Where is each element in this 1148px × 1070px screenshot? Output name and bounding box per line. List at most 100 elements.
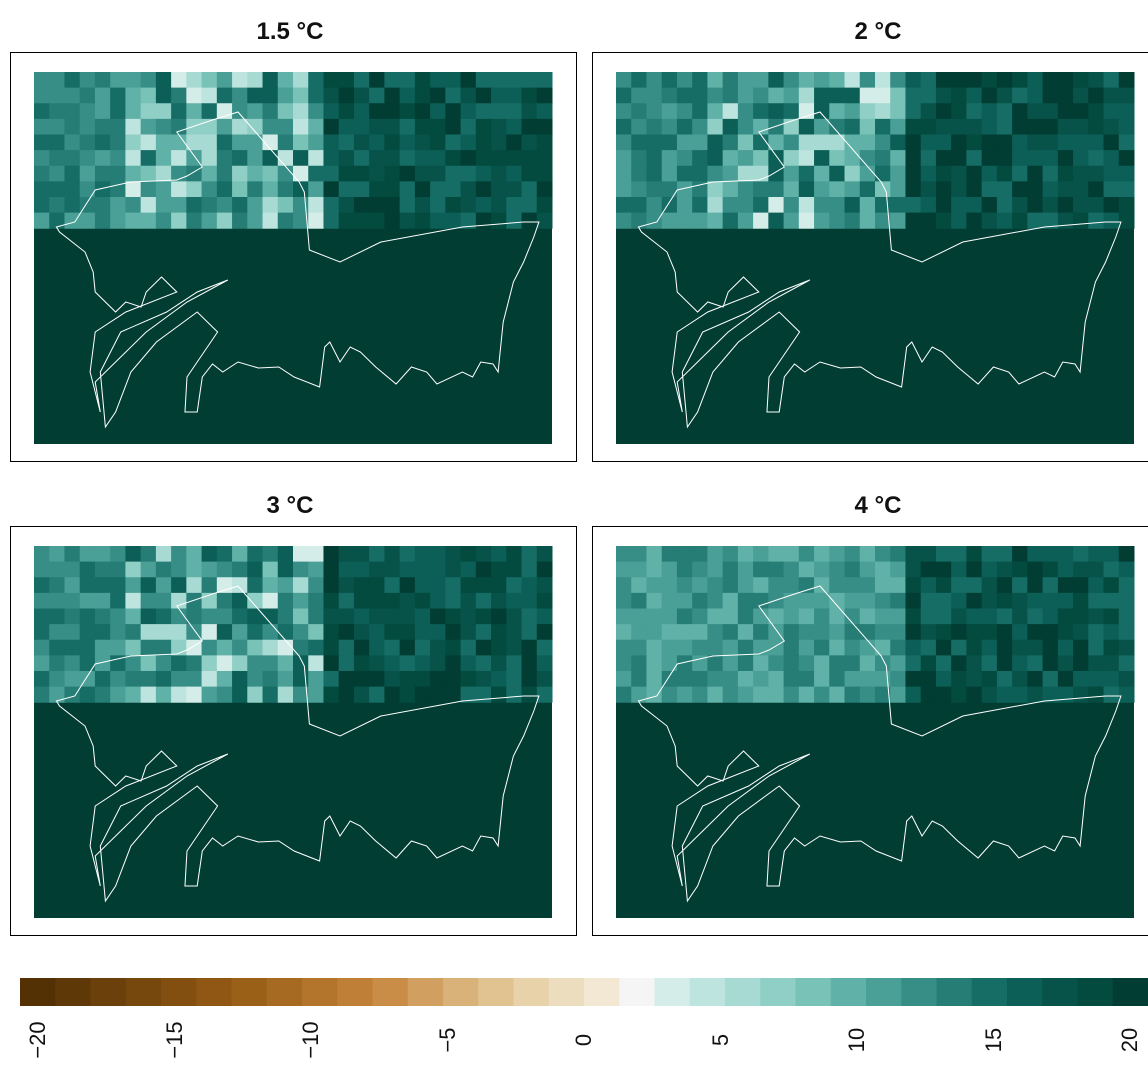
heatmap-cell [676, 639, 693, 656]
heatmap-cell [1073, 118, 1089, 135]
heatmap-cell [722, 134, 739, 151]
heatmap-cell [79, 196, 96, 214]
heatmap-cell [844, 639, 861, 656]
heatmap-cell [905, 577, 922, 594]
heatmap-cell [951, 577, 967, 594]
heatmap-cell [49, 670, 65, 688]
heatmap-cell [814, 87, 830, 104]
heatmap-cell [935, 577, 952, 594]
colorbar-swatch [407, 978, 444, 1006]
heatmap-cell [475, 624, 492, 641]
heatmap-cell [216, 118, 233, 135]
heatmap-cell [475, 134, 492, 151]
heatmap-cell [308, 592, 324, 609]
heatmap-cell [277, 134, 294, 151]
heatmap-cell [616, 196, 632, 214]
heatmap-cell [798, 608, 815, 625]
heatmap-cell [460, 103, 477, 120]
heatmap-cell [920, 212, 937, 229]
heatmap-cell [692, 592, 708, 609]
heatmap-cell [920, 72, 937, 89]
heatmap-cell [1027, 118, 1044, 135]
heatmap-cell [155, 212, 172, 229]
heatmap-cell [768, 608, 785, 625]
heatmap-cell [661, 639, 678, 656]
heatmap-cell [616, 608, 632, 625]
heatmap-cell [890, 639, 906, 656]
heatmap-cell [491, 655, 507, 672]
heatmap-cell [646, 134, 663, 151]
heatmap-cell [1088, 577, 1105, 594]
heatmap-cell [323, 87, 340, 104]
heatmap-cell [1042, 546, 1059, 563]
heatmap-cell [399, 686, 416, 703]
heatmap-cell [277, 655, 294, 672]
heatmap-cell [661, 655, 678, 672]
heatmap-cell [64, 639, 81, 656]
heatmap-cell [692, 561, 708, 578]
heatmap-cell [1073, 165, 1089, 182]
heatmap-cell [49, 134, 65, 151]
heatmap-cell [951, 686, 967, 703]
heatmap-cell [1088, 181, 1105, 198]
heatmap-cell [521, 624, 538, 641]
heatmap-cell [338, 212, 355, 229]
heatmap-cell [844, 655, 861, 672]
heatmap-cell [414, 134, 431, 151]
heatmap-cell [722, 624, 739, 641]
heatmap-cell [1103, 72, 1120, 89]
heatmap-cell [829, 196, 846, 214]
heatmap-cell [1057, 196, 1074, 214]
heatmap-cell [1027, 72, 1044, 89]
heatmap-cell [308, 655, 324, 672]
colorbar-swatch [125, 978, 162, 1006]
heatmap-cell [1012, 608, 1028, 625]
heatmap-cell [277, 639, 294, 656]
heatmap-cell [293, 181, 309, 198]
heatmap-cell [890, 72, 906, 89]
heatmap-cell [536, 165, 553, 182]
heatmap-cell [460, 577, 477, 594]
heatmap-cell [430, 212, 446, 229]
heatmap-cell [844, 165, 861, 182]
heatmap-cell [646, 546, 663, 563]
heatmap-cell [1042, 655, 1059, 672]
heatmap-cell [1118, 150, 1135, 167]
heatmap-cell [753, 196, 769, 214]
heatmap-1-5c [34, 72, 553, 444]
heatmap-cell [1027, 577, 1044, 594]
heatmap-cell [445, 624, 462, 641]
heatmap-cell [49, 181, 65, 198]
heatmap-cell [661, 181, 678, 198]
heatmap-cell [1088, 87, 1105, 104]
heatmap-cell [1073, 592, 1089, 609]
heatmap-cell [460, 181, 477, 198]
heatmap-cell [1012, 577, 1028, 594]
heatmap-cell [353, 212, 370, 229]
heatmap-cell [661, 546, 678, 563]
heatmap-cell [506, 686, 523, 703]
heatmap-cell [460, 72, 477, 89]
heatmap-cell [737, 639, 754, 656]
heatmap-cell [920, 165, 937, 182]
heatmap-cell [875, 639, 891, 656]
heatmap-cell [905, 72, 922, 89]
heatmap-cell [216, 181, 233, 198]
heatmap-cell [692, 608, 708, 625]
colorbar-tick-label: 0 [571, 1033, 596, 1047]
heatmap-cell [646, 181, 663, 198]
heatmap-cell [1012, 165, 1028, 182]
heatmap-cell [935, 103, 952, 120]
map-panel-4c [592, 526, 1148, 936]
heatmap-cell [475, 165, 492, 182]
heatmap-cell [1103, 561, 1120, 578]
heatmap-cell [140, 134, 157, 151]
heatmap-cell [186, 624, 203, 641]
heatmap-cell [859, 196, 876, 214]
heatmap-cell [308, 624, 324, 641]
heatmap-cell [951, 561, 967, 578]
heatmap-cell [783, 577, 800, 594]
heatmap-cell [1073, 150, 1089, 167]
heatmap-cell [631, 181, 647, 198]
heatmap-cell [996, 561, 1013, 578]
